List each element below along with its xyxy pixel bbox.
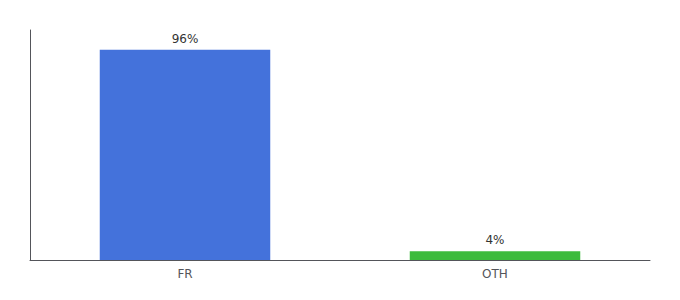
svg-text:4%: 4%	[485, 233, 504, 247]
svg-text:96%: 96%	[172, 32, 199, 46]
svg-text:OTH: OTH	[482, 267, 508, 281]
svg-text:FR: FR	[177, 267, 192, 281]
